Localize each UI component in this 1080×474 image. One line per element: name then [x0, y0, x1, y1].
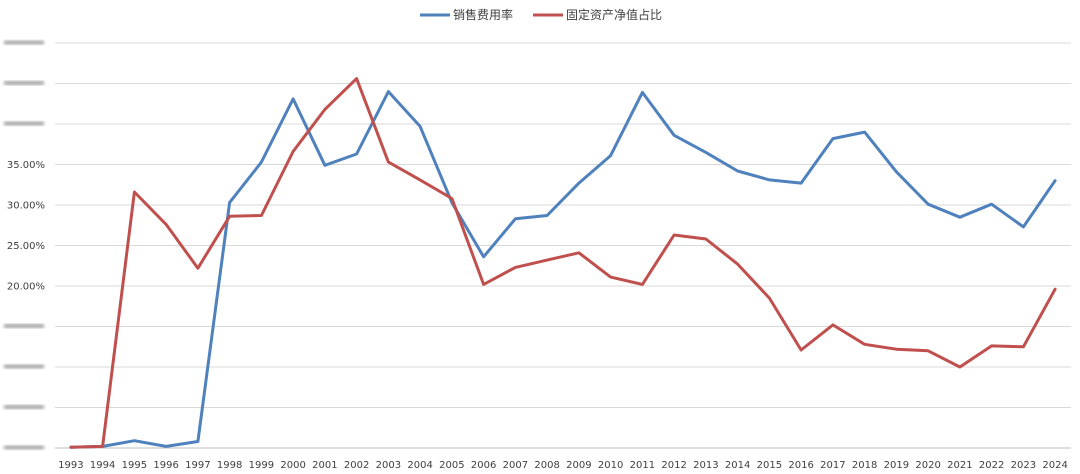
- x-tick-label: 2012: [661, 460, 686, 471]
- x-tick-label: 1999: [249, 460, 274, 471]
- series-lines: [69, 77, 1057, 449]
- y-tick-label-obscured: [4, 41, 44, 44]
- series-line-1: [69, 77, 1057, 449]
- x-tick-label: 2015: [757, 460, 782, 471]
- y-tick-label: 25.00%: [7, 241, 45, 252]
- y-axis: 20.00% 25.00% 30.00% 35.00%: [4, 41, 45, 449]
- x-tick-label: 2013: [693, 460, 718, 471]
- x-tick-label: 1994: [90, 460, 115, 471]
- y-tick-label-obscured: [4, 324, 44, 328]
- series-line-0: [69, 90, 1057, 449]
- x-tick-label: 2005: [439, 460, 464, 471]
- x-tick-label: 2018: [852, 460, 877, 471]
- x-tick-label: 2000: [280, 460, 305, 471]
- x-tick-label: 2021: [947, 460, 972, 471]
- y-tick-label: 35.00%: [7, 160, 45, 171]
- x-tick-label: 2016: [788, 460, 813, 471]
- x-tick-label: 1996: [153, 460, 178, 471]
- legend-label-1: 固定资产净值占比: [566, 7, 662, 22]
- x-tick-label: 2007: [503, 460, 528, 471]
- x-tick-label: 1997: [185, 460, 210, 471]
- y-tick-label-obscured: [4, 81, 44, 85]
- x-tick-label: 2017: [820, 460, 845, 471]
- x-tick-label: 2008: [534, 460, 559, 471]
- y-tick-label: 30.00%: [7, 201, 45, 212]
- x-tick-label: 2020: [915, 460, 940, 471]
- legend: 销售费用率 固定资产净值占比: [420, 7, 662, 22]
- x-tick-label: 2011: [630, 460, 655, 471]
- x-tick-label: 2022: [979, 460, 1004, 471]
- x-tick-label: 2009: [566, 460, 591, 471]
- x-tick-label: 2002: [344, 460, 369, 471]
- x-axis: 1993 1994 1995 1996 1997 1998 1999 2000 2001 2002…: [58, 460, 1068, 471]
- y-tick-label-obscured: [4, 405, 44, 409]
- x-tick-label: 1995: [122, 460, 147, 471]
- x-tick-label: 2019: [884, 460, 909, 471]
- x-tick-label: 2004: [407, 460, 432, 471]
- y-tick-label-obscured: [4, 122, 44, 125]
- x-tick-label: 2014: [725, 460, 750, 471]
- x-tick-label: 2001: [312, 460, 337, 471]
- x-tick-label: 1998: [217, 460, 242, 471]
- legend-label-0: 销售费用率: [453, 7, 513, 22]
- y-tick-label: 20.00%: [7, 282, 45, 293]
- y-tick-label-obscured: [4, 446, 44, 449]
- x-tick-label: 2010: [598, 460, 623, 471]
- x-tick-label: 2006: [471, 460, 496, 471]
- x-tick-label: 2003: [376, 460, 401, 471]
- x-tick-label: 1993: [58, 460, 83, 471]
- y-tick-label-obscured: [4, 365, 44, 368]
- x-tick-label: 2023: [1011, 460, 1036, 471]
- gridlines: [55, 42, 1071, 449]
- x-tick-label: 2024: [1042, 460, 1067, 471]
